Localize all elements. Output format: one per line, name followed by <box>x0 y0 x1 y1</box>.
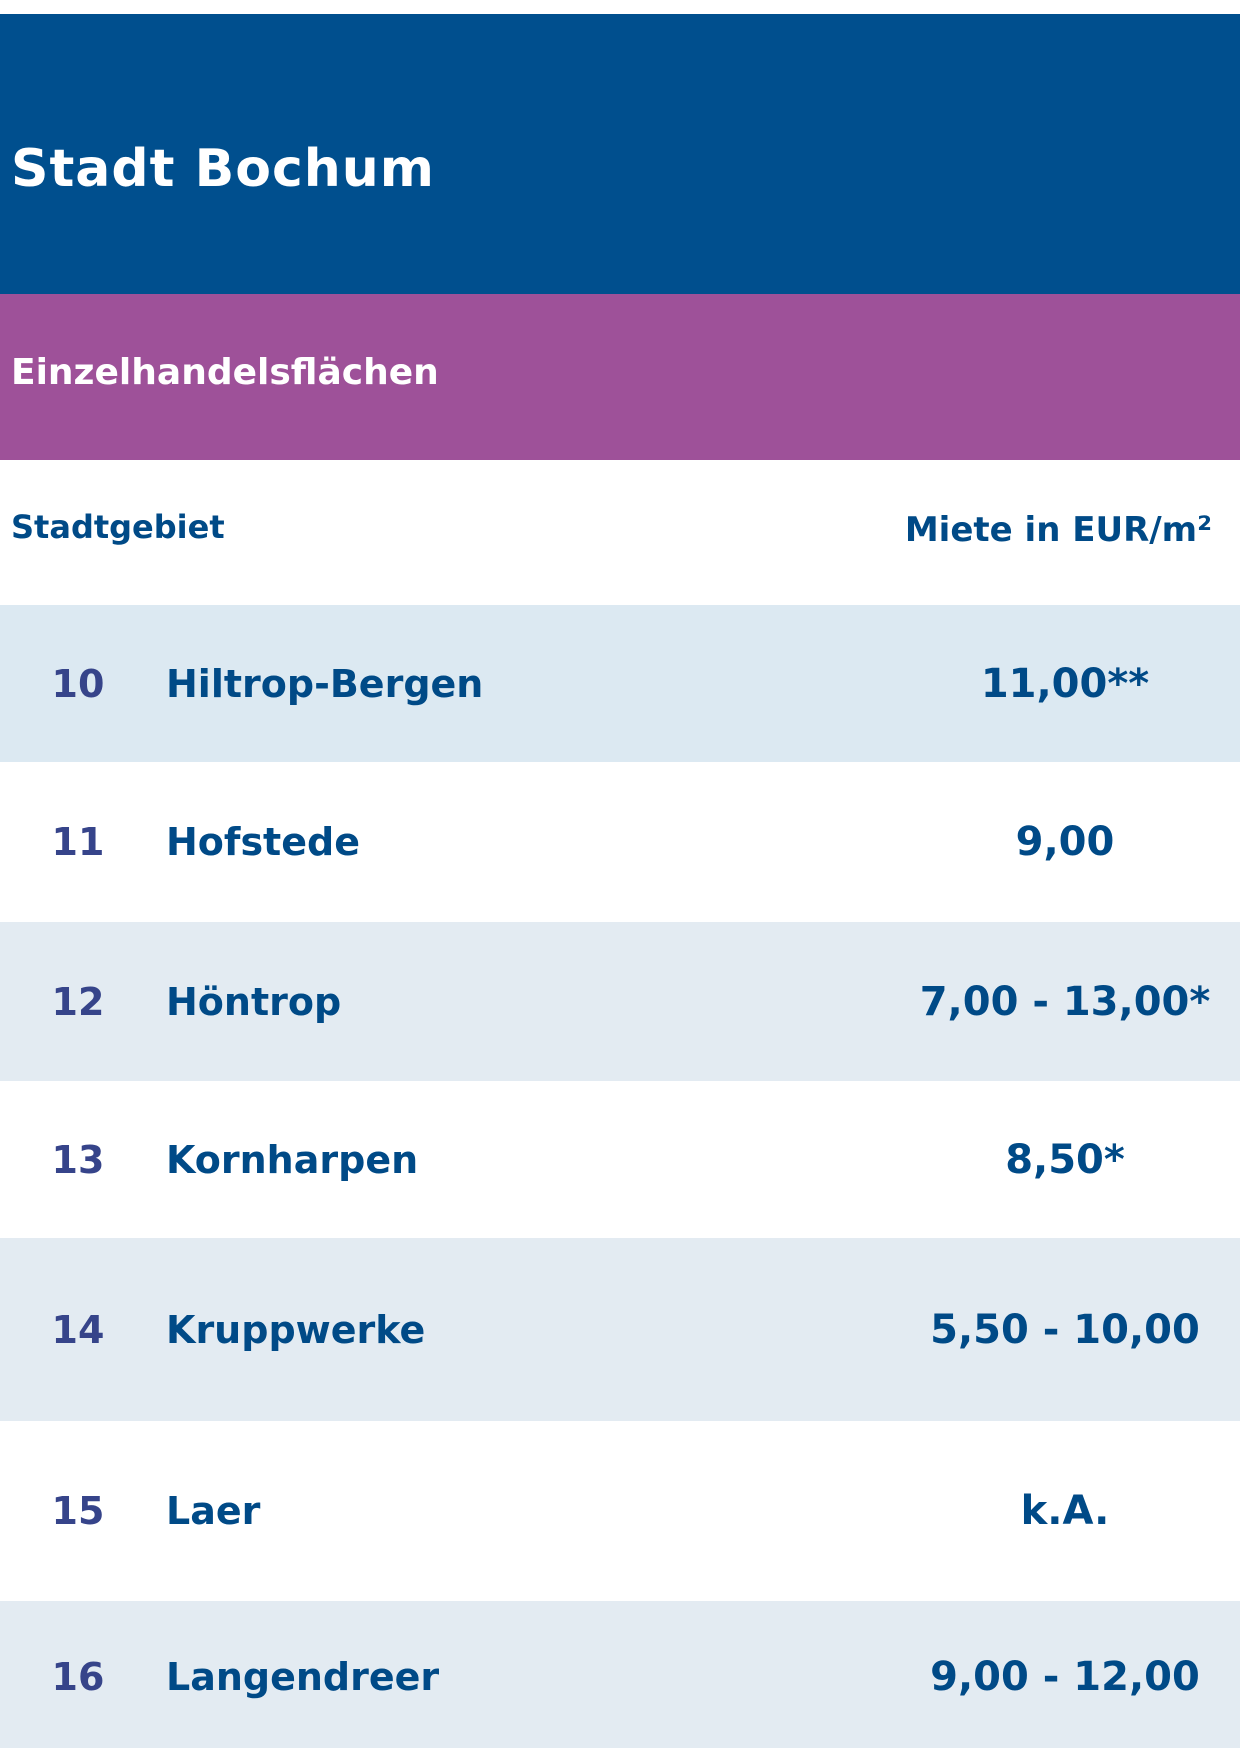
district-number: 16 <box>51 1655 105 1699</box>
district-rent: 8,50* <box>1005 1136 1125 1183</box>
district-rent: 7,00 - 13,00* <box>919 978 1211 1025</box>
district-name: Höntrop <box>166 979 342 1024</box>
district-name: Hofstede <box>166 820 360 864</box>
table-row: 15 Laer k.A. <box>0 1421 1240 1601</box>
table-row: 13 Kornharpen 8,50* <box>0 1081 1240 1238</box>
table-row: 16 Langendreer 9,00 - 12,00 <box>0 1601 1240 1748</box>
district-name: Langendreer <box>166 1655 440 1699</box>
district-rent: 5,50 - 10,00 <box>930 1306 1200 1353</box>
page-title: Stadt Bochum <box>11 139 435 199</box>
district-number: 15 <box>51 1489 105 1533</box>
table-row: 12 Höntrop 7,00 - 13,00* <box>0 922 1240 1081</box>
table-column-header: Stadtgebiet Miete in EUR/m² <box>0 460 1240 605</box>
table-body: 10 Hiltrop-Bergen 11,00** 11 Hofstede 9,… <box>0 605 1240 1748</box>
district-name: Kornharpen <box>166 1137 419 1182</box>
column-header-miete: Miete in EUR/m² <box>904 510 1212 550</box>
section-header: Einzelhandelsflächen <box>0 294 1240 460</box>
page-header: Stadt Bochum <box>0 14 1240 294</box>
district-rent: k.A. <box>1020 1488 1110 1534</box>
district-name: Hiltrop-Bergen <box>166 661 484 706</box>
district-rent: 9,00 - 12,00 <box>930 1654 1200 1700</box>
column-header-stadtgebiet: Stadtgebiet <box>11 508 225 546</box>
district-number: 10 <box>51 661 105 706</box>
table-row: 10 Hiltrop-Bergen 11,00** <box>0 605 1240 762</box>
section-title: Einzelhandelsflächen <box>11 351 439 393</box>
district-number: 11 <box>51 820 105 864</box>
district-rent: 11,00** <box>980 660 1150 707</box>
district-number: 14 <box>51 1307 105 1352</box>
district-name: Kruppwerke <box>166 1307 426 1352</box>
district-number: 12 <box>51 979 105 1024</box>
district-name: Laer <box>166 1489 261 1533</box>
district-rent: 9,00 <box>1015 819 1115 865</box>
district-number: 13 <box>51 1137 105 1182</box>
table-row: 11 Hofstede 9,00 <box>0 762 1240 922</box>
table-row: 14 Kruppwerke 5,50 - 10,00 <box>0 1238 1240 1421</box>
